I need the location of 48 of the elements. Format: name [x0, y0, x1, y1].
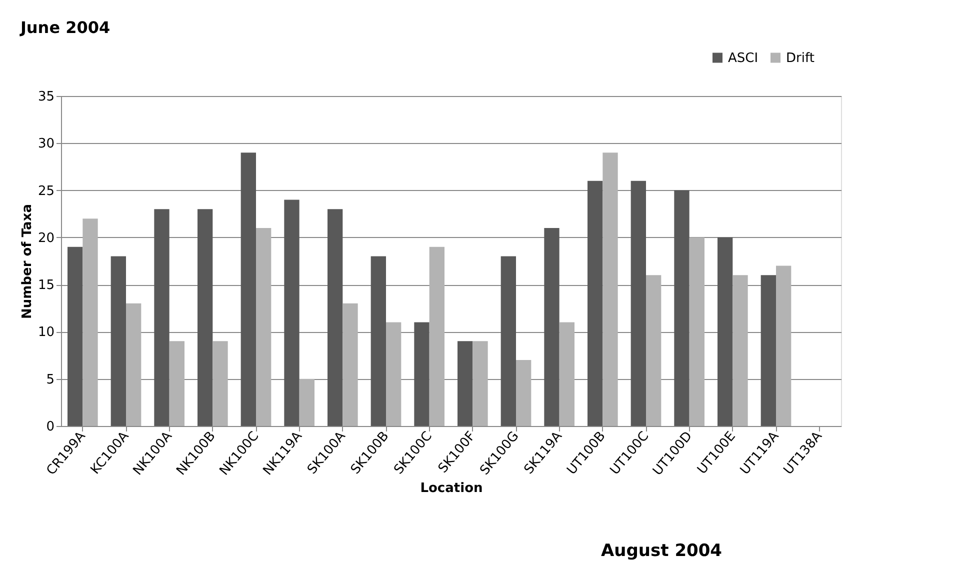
bar: [732, 275, 748, 426]
bar: [760, 275, 776, 426]
bar: [458, 341, 473, 426]
y-tick-label: 0: [46, 420, 54, 434]
y-tick-label: 20: [38, 230, 54, 246]
bar: [284, 200, 300, 426]
y-tick-label: 10: [38, 325, 54, 340]
bar: [328, 209, 343, 426]
y-tick-label: 15: [38, 278, 54, 294]
bar: [240, 152, 256, 426]
bar: [256, 228, 272, 426]
bar: [429, 246, 444, 426]
bar: [299, 378, 314, 426]
bar: [674, 190, 690, 426]
bar: [588, 180, 603, 426]
bar: [559, 322, 574, 426]
bar: [370, 256, 386, 426]
bar: [126, 303, 142, 426]
bar: [718, 237, 733, 426]
bar: [689, 237, 704, 426]
bar: [630, 180, 646, 426]
y-tick-label: 5: [46, 372, 54, 388]
x-axis-title: Location: [420, 481, 483, 496]
y-tick-label: 35: [38, 90, 54, 104]
bar: [500, 256, 516, 426]
bar: [544, 228, 560, 426]
bar: [342, 303, 358, 426]
bar: [386, 322, 402, 426]
bar: [646, 275, 662, 426]
bar: [169, 341, 184, 426]
bar: [110, 256, 126, 426]
bar: [472, 341, 488, 426]
legend-label: ASCI: [728, 50, 758, 66]
y-tick-label: 30: [38, 136, 54, 152]
chart-title: June 2004: [19, 18, 110, 37]
text: August 2004: [601, 541, 722, 561]
bar: [154, 209, 170, 426]
y-axis-title: Number of Taxa: [20, 204, 35, 319]
bar: [68, 246, 83, 426]
bar: [602, 152, 618, 426]
y-tick-label: 25: [38, 184, 54, 199]
bar: [198, 209, 213, 426]
bar: [212, 341, 228, 426]
bar: [776, 266, 792, 426]
bar: [516, 360, 532, 426]
legend-label: Drift: [786, 50, 814, 66]
bar: [82, 218, 98, 426]
bar: [414, 322, 430, 426]
